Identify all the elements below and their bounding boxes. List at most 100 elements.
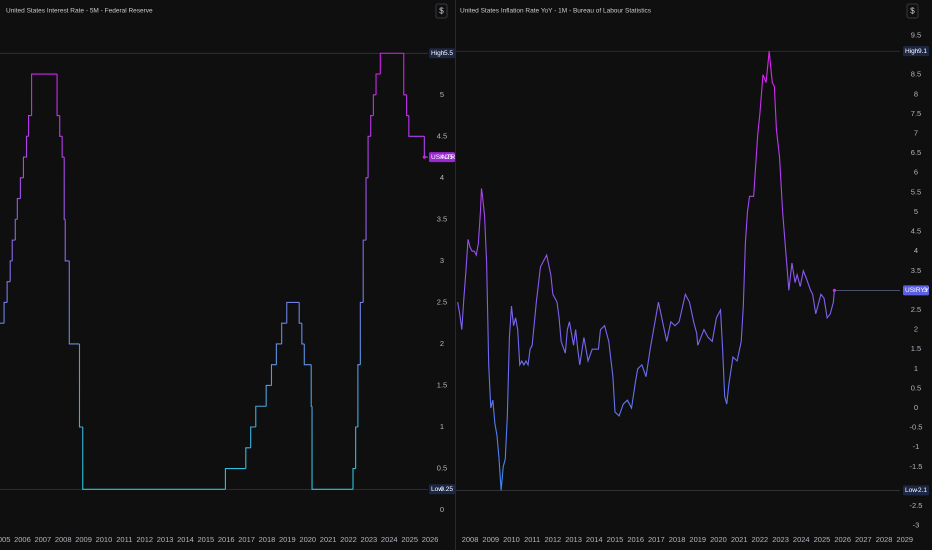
step-segment [270,364,277,386]
step-segment [27,114,32,137]
step-segment [82,427,226,490]
low-tag-label: Low [905,487,917,494]
step-segment [6,281,11,303]
step-segment [61,136,65,158]
step-segment [68,260,80,345]
last-tag-label: USINTR [431,154,456,161]
step-segment [379,52,404,75]
step-segment [375,73,381,95]
x-tick-label: 2008 [55,535,72,544]
step-segment [281,322,287,344]
y-tick-label: 7.5 [911,109,921,118]
step-segment [14,218,18,241]
x-tick-label: 2020 [710,535,727,544]
step-segment [16,198,21,220]
step-segment [298,302,302,324]
y-tick-label: 5 [440,90,444,99]
y-tick-label: 4 [440,173,444,182]
series-line [457,51,835,491]
high-tag [429,48,455,59]
last-tag [429,152,455,163]
x-tick-label: 2024 [793,535,810,544]
x-tick-label: 2025 [401,535,418,544]
step-segment [408,115,425,137]
y-tick-label: -1.5 [910,462,923,471]
x-tick-label: 2009 [75,535,92,544]
x-tick-label: 2011 [524,535,540,544]
x-tick-label: 2012 [136,535,153,544]
currency-button[interactable] [435,3,448,19]
y-tick-label: 0.5 [437,464,447,473]
step-segment [11,239,16,261]
step-segment [3,301,8,324]
step-segment [406,94,409,117]
x-tick-label: 2008 [462,535,479,544]
step-segment [365,177,369,241]
panel-title: United States Interest Rate - 5M - Feder… [6,8,153,15]
step-segment [403,53,407,96]
step-segment [250,426,256,448]
x-tick-label: 2010 [96,535,113,544]
y-tick-label: 0.5 [911,383,921,392]
y-tick-label: 2.5 [437,297,447,306]
step-segment [357,364,361,428]
x-tick-label: 2023 [772,535,789,544]
high-tag-label: High [431,50,445,57]
last-tag-value: 4.25 [440,154,453,161]
step-segment [370,114,374,137]
x-tick-label: 2016 [627,535,644,544]
x-tick-label: 2013 [565,535,582,544]
last-tag-value: 3 [923,287,927,294]
y-tick-label: 8.5 [911,70,921,79]
x-tick-label: 2016 [218,535,235,544]
x-tick-label: 2025 [814,535,831,544]
step-segment [352,467,356,490]
low-tag-value: 0.25 [440,486,453,493]
x-tick-label: 2009 [482,535,499,544]
step-segment [275,343,282,365]
step-segment [78,343,83,428]
x-tick-label: 2019 [279,535,296,544]
x-tick-label: 2017 [648,535,665,544]
x-tick-label: 2019 [689,535,706,544]
y-tick-label: 9.5 [911,30,921,39]
x-tick-label: 2015 [198,535,215,544]
y-tick-label: 2 [440,339,444,348]
step-segment [303,343,312,366]
last-value-dot [422,155,426,159]
y-tick-label: 5 [914,207,918,216]
x-tick-label: 2024 [381,535,398,544]
step-segment [311,406,353,490]
step-segment [245,447,251,469]
low-tag-value: -2.1 [916,487,928,494]
last-value-dot [832,288,836,292]
step-segment [301,323,305,345]
step-segment [224,467,246,490]
y-tick-label: -1 [913,442,920,451]
low-tag [903,485,929,496]
x-tick-label: 2007 [34,535,51,544]
y-tick-label: 0 [914,403,918,412]
x-tick-label: 2021 [731,535,748,544]
x-tick-label: 2014 [586,535,603,544]
last-tag-label: USIRYY [905,287,930,294]
currency-button-label: $ [439,7,444,16]
step-segment [355,426,358,469]
y-tick-label: 6.5 [911,148,921,157]
currency-button[interactable] [906,3,919,19]
x-tick-label: 2026 [422,535,439,544]
high-tag-label: High [905,48,919,55]
step-segment [9,260,13,282]
y-tick-label: -2.5 [910,501,923,510]
x-tick-label: 2028 [876,535,893,544]
last-tag [903,285,929,296]
low-tag-label: Low [431,486,443,493]
x-tick-label: 2018 [259,535,276,544]
step-segment [286,301,300,324]
step-segment [56,74,60,117]
y-tick-label: 3 [440,256,444,265]
y-tick-label: 2 [914,325,918,334]
y-tick-label: 8 [914,89,918,98]
